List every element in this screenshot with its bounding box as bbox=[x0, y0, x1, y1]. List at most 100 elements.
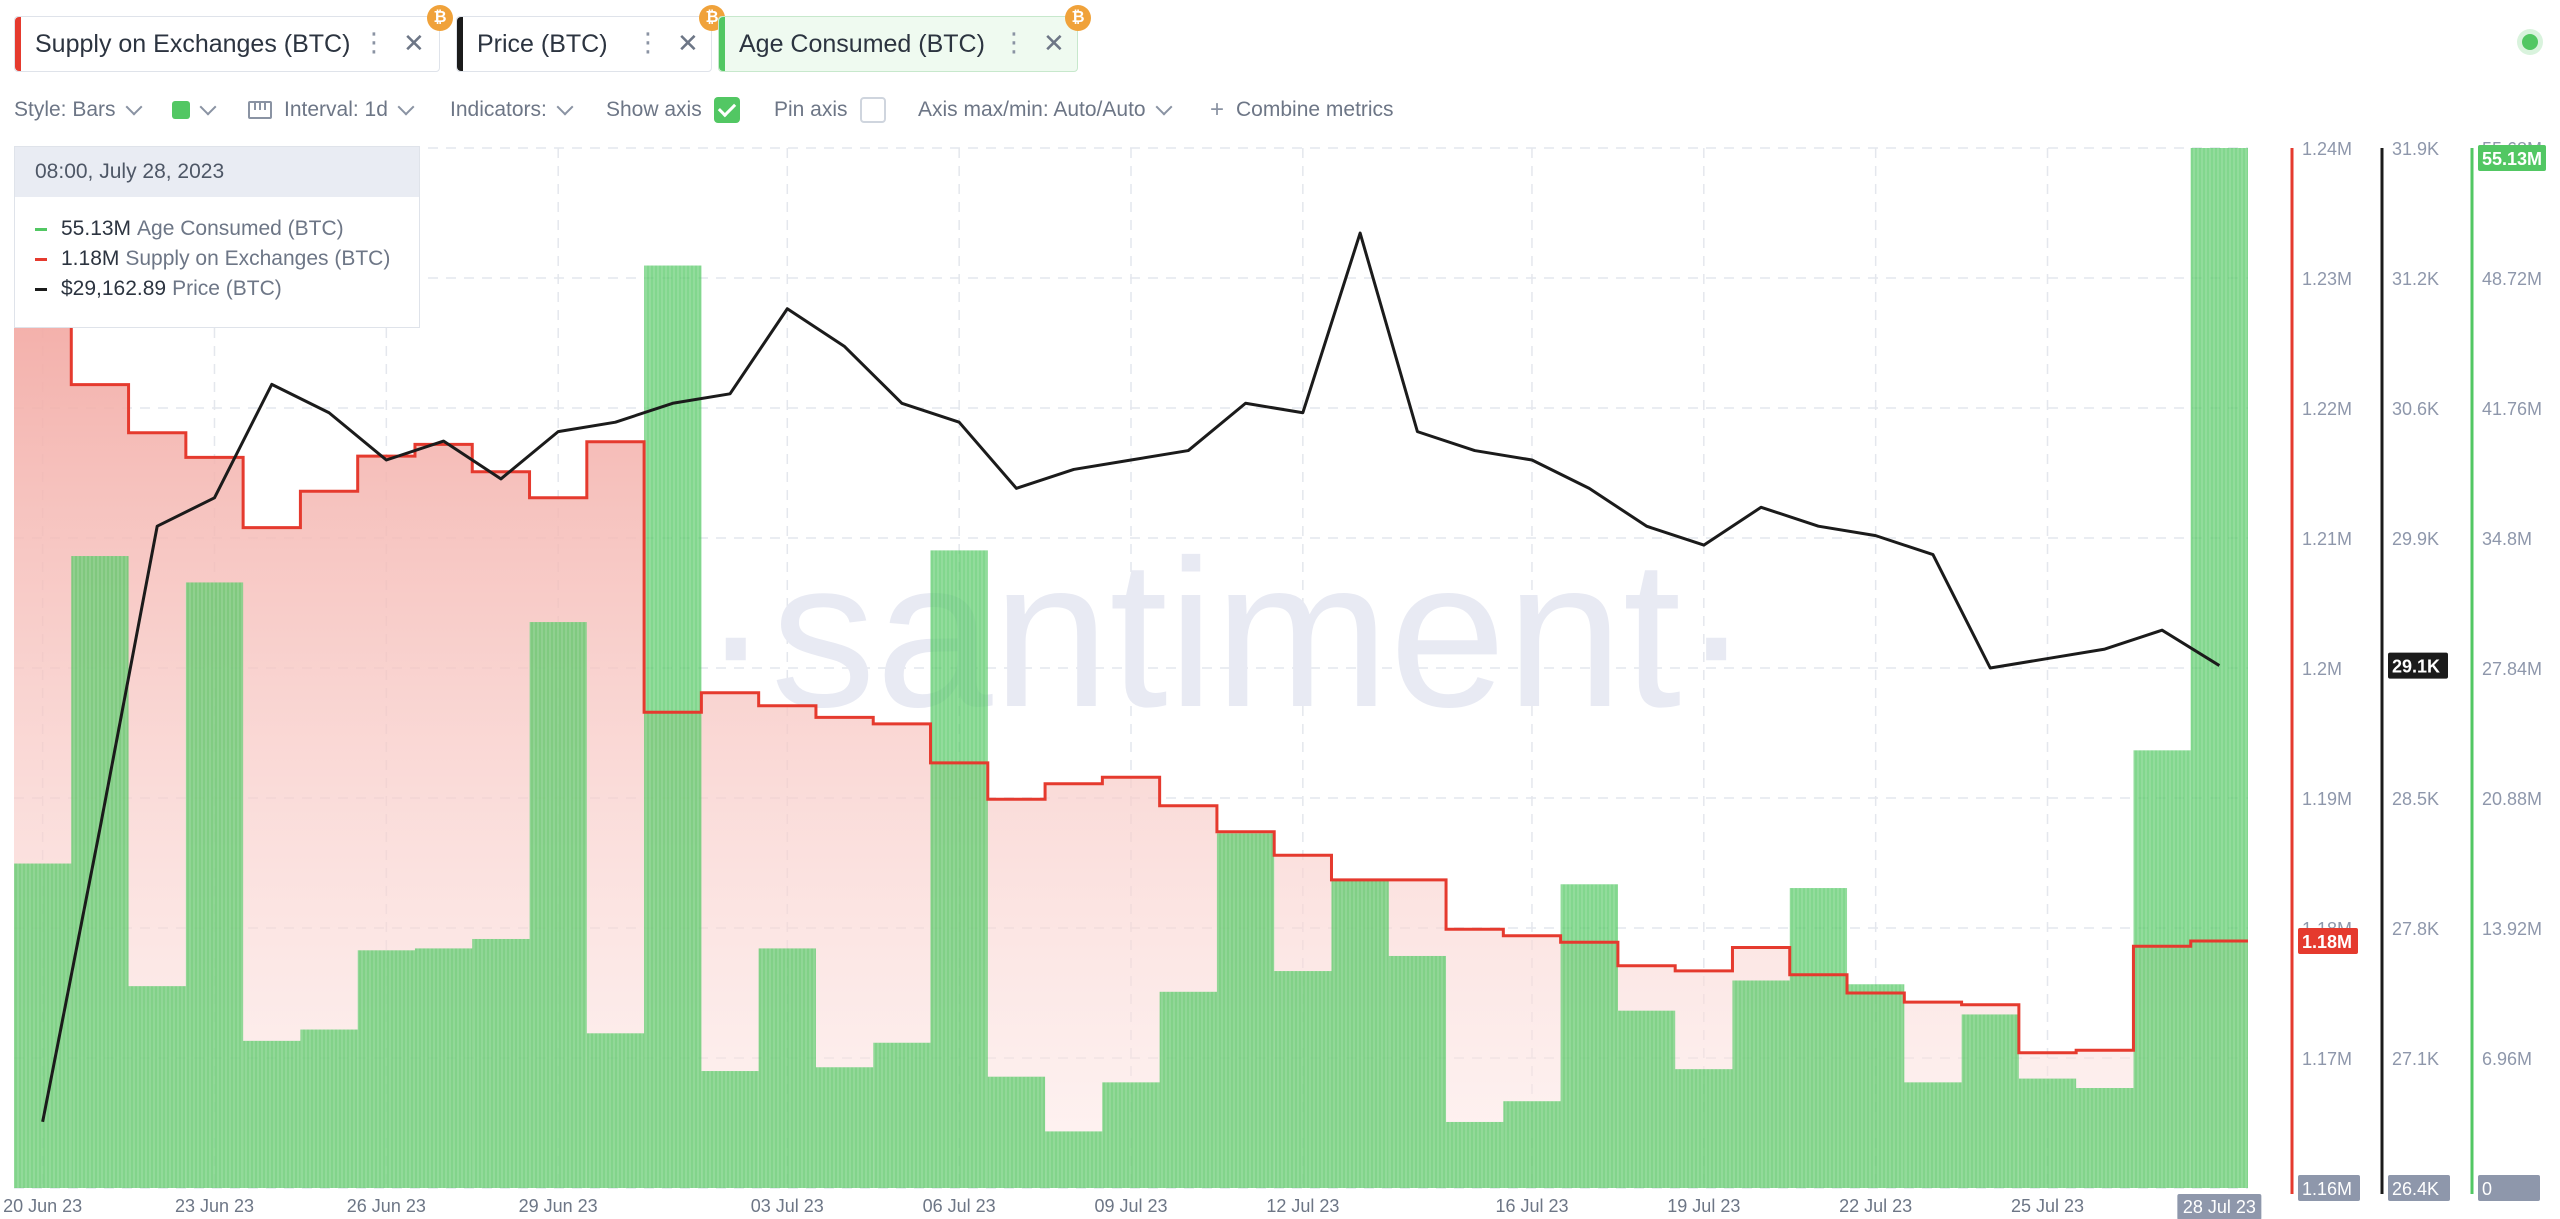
more-options-icon[interactable]: ⋮ bbox=[1001, 27, 1027, 57]
chevron-down-icon bbox=[397, 98, 415, 116]
tab-color-bar bbox=[719, 17, 725, 71]
x-tick-label: 26 Jun 23 bbox=[347, 1196, 426, 1216]
axis-tick-label: 1.24M bbox=[2302, 139, 2352, 159]
combine-metrics-label: Combine metrics bbox=[1236, 98, 1394, 121]
bar-age-consumed bbox=[1904, 1082, 1962, 1188]
axis-tick-label: 27.8K bbox=[2392, 919, 2439, 939]
axis-tick-label: 1.2M bbox=[2302, 659, 2342, 679]
bitcoin-icon: ₿ bbox=[427, 5, 453, 31]
checkbox-checked-icon[interactable] bbox=[713, 97, 740, 123]
tab-price[interactable]: Price (BTC) ⋮ ✕ ₿ bbox=[456, 5, 725, 72]
axis-tick-label: 41.76M bbox=[2482, 399, 2542, 419]
bar-age-consumed bbox=[2018, 1078, 2077, 1188]
bar-age-consumed bbox=[357, 950, 415, 1188]
interval-dropdown[interactable]: Interval: 1d bbox=[248, 92, 415, 128]
axis-tick-label: 1.17M bbox=[2302, 1049, 2352, 1069]
bar-age-consumed bbox=[1732, 980, 1790, 1188]
bar-age-consumed bbox=[1159, 991, 1217, 1188]
tooltip-value: 55.13M bbox=[61, 217, 132, 240]
x-axis-labels: 20 Jun 23 23 Jun 23 26 Jun 23 29 Jun 23 03 J… bbox=[3, 1194, 2262, 1219]
bar-age-consumed bbox=[1446, 1121, 1504, 1188]
x-tick-label: 16 Jul 23 bbox=[1495, 1196, 1568, 1216]
axis-maxmin-dropdown[interactable]: Axis max/min: Auto/Auto bbox=[918, 92, 1173, 128]
bar-age-consumed bbox=[71, 556, 129, 1188]
axis-tick-label: 1.19M bbox=[2302, 789, 2352, 809]
bar-age-consumed bbox=[1331, 880, 1389, 1188]
current-value-label: 1.18M bbox=[2302, 932, 2352, 952]
pin-axis-toggle[interactable]: Pin axis bbox=[774, 92, 886, 128]
tooltip-row-age-consumed: 55.13M Age Consumed (BTC) bbox=[35, 217, 344, 241]
x-tick-label: 29 Jun 23 bbox=[519, 1196, 598, 1216]
bar-age-consumed bbox=[2076, 1088, 2134, 1188]
live-status-indicator bbox=[2522, 34, 2538, 50]
axis-tick-label: 31.9K bbox=[2392, 139, 2439, 159]
combine-metrics-button[interactable]: + Combine metrics bbox=[1210, 92, 1394, 128]
axis-tick-label: 27.84M bbox=[2482, 659, 2542, 679]
bitcoin-icon: ₿ bbox=[1065, 5, 1091, 31]
supply-axis: 1.16M 1.17M 1.18M 1.19M 1.2M 1.21M 1.22M 1.23M 1… bbox=[2290, 139, 2360, 1201]
more-options-icon[interactable]: ⋮ bbox=[635, 27, 661, 57]
show-axis-toggle[interactable]: Show axis bbox=[606, 92, 740, 128]
current-value-badge bbox=[2298, 928, 2358, 954]
bar-age-consumed bbox=[987, 1076, 1046, 1188]
axis-tick-label: 13.92M bbox=[2482, 919, 2542, 939]
bar-age-consumed bbox=[1961, 1014, 2019, 1188]
current-value-label: 29.1K bbox=[2392, 657, 2440, 677]
age-consumed-axis: 0 6.96M 13.92M 20.88M 27.84M 34.8M 41.76M 48.72… bbox=[2470, 139, 2546, 1201]
axis-tick-label: 0 bbox=[2482, 1179, 2492, 1199]
show-axis-label: Show axis bbox=[606, 98, 702, 121]
checkbox-unchecked-icon[interactable] bbox=[859, 97, 886, 123]
tab-color-bar bbox=[457, 17, 463, 71]
chevron-down-icon bbox=[199, 98, 217, 116]
axis-maxmin-label: Axis max/min: Auto/Auto bbox=[918, 98, 1146, 121]
x-tick-label: 23 Jun 23 bbox=[175, 1196, 254, 1216]
axis-tick-label: 26.4K bbox=[2392, 1179, 2439, 1199]
bar-age-consumed bbox=[1847, 984, 1905, 1188]
ruler-icon bbox=[248, 101, 272, 119]
tooltip-value: 1.18M bbox=[61, 247, 120, 270]
axis-tick-label: 6.96M bbox=[2482, 1049, 2532, 1069]
axis-tick-label: 20.88M bbox=[2482, 789, 2542, 809]
tab-age-consumed[interactable]: Age Consumed (BTC) ⋮ ✕ ₿ bbox=[718, 5, 1091, 72]
legend-dash-icon bbox=[35, 287, 47, 291]
more-options-icon[interactable]: ⋮ bbox=[361, 27, 387, 57]
interval-label: Interval: 1d bbox=[284, 98, 388, 121]
axis-tick-label: 1.23M bbox=[2302, 269, 2352, 289]
axis-min-badge bbox=[2388, 1175, 2450, 1201]
close-icon[interactable]: ✕ bbox=[1043, 28, 1065, 58]
bar-age-consumed bbox=[873, 1042, 931, 1188]
x-tick-label: 12 Jul 23 bbox=[1266, 1196, 1339, 1216]
legend-dash-icon bbox=[35, 227, 47, 231]
indicators-dropdown[interactable]: Indicators: bbox=[450, 92, 574, 128]
axis-tick-label: 27.1K bbox=[2392, 1049, 2439, 1069]
tab-supply-on-exchanges[interactable]: Supply on Exchanges (BTC) ⋮ ✕ ₿ bbox=[14, 5, 453, 72]
x-tick-label: 22 Jul 23 bbox=[1839, 1196, 1912, 1216]
pin-axis-label: Pin axis bbox=[774, 98, 848, 121]
tooltip-metric-name: Supply on Exchanges (BTC) bbox=[125, 247, 391, 270]
age-consumed-bars bbox=[14, 148, 2248, 1188]
axis-min-badge bbox=[2478, 1175, 2540, 1201]
bar-age-consumed bbox=[128, 986, 186, 1188]
tooltip-row-price: $29,162.89 Price (BTC) bbox=[35, 277, 282, 301]
bar-age-consumed bbox=[815, 1067, 874, 1188]
axis-tick-label: 31.2K bbox=[2392, 269, 2439, 289]
tooltip-metric-name: Price (BTC) bbox=[172, 277, 282, 300]
price-line bbox=[41, 231, 2221, 1123]
color-swatch-icon bbox=[172, 101, 190, 119]
style-dropdown[interactable]: Style: Bars bbox=[14, 92, 143, 128]
bar-age-consumed bbox=[930, 550, 988, 1188]
close-icon[interactable]: ✕ bbox=[403, 28, 425, 58]
bar-age-consumed bbox=[243, 1040, 301, 1188]
color-picker[interactable] bbox=[172, 92, 217, 128]
legend-dash-icon bbox=[35, 257, 47, 261]
bar-age-consumed bbox=[586, 1033, 645, 1188]
close-icon[interactable]: ✕ bbox=[677, 28, 699, 58]
bar-age-consumed bbox=[1560, 884, 1618, 1188]
bar-age-consumed bbox=[414, 948, 473, 1188]
axis-tick-label: 29.9K bbox=[2392, 529, 2439, 549]
bar-age-consumed bbox=[644, 265, 702, 1188]
bar-age-consumed bbox=[1789, 888, 1848, 1188]
tab-label: Price (BTC) bbox=[477, 29, 608, 58]
x-tick-label: 03 Jul 23 bbox=[751, 1196, 824, 1216]
